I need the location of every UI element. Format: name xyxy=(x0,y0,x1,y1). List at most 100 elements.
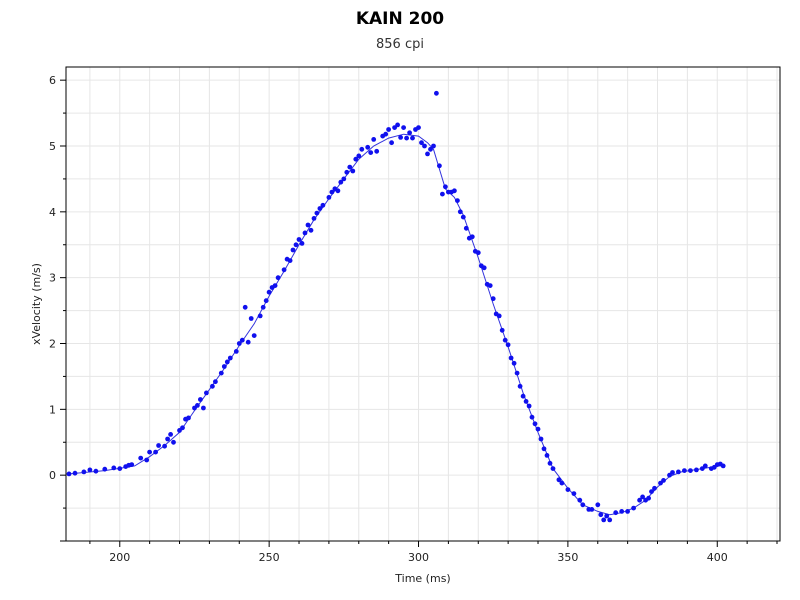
trend-line-layer xyxy=(68,133,724,516)
data-point xyxy=(490,296,496,302)
x-axis-label: Time (ms) xyxy=(394,572,450,585)
data-point xyxy=(359,146,365,152)
data-point xyxy=(517,383,523,389)
data-point xyxy=(604,513,610,519)
data-point xyxy=(165,436,171,442)
data-point xyxy=(72,470,78,476)
data-point xyxy=(640,494,645,500)
data-point xyxy=(221,364,227,369)
data-point xyxy=(523,399,529,404)
data-point xyxy=(437,163,442,169)
data-point xyxy=(547,460,553,466)
y-axis-ticks: 0 1 2 3 4 5 6 xyxy=(49,74,66,542)
data-point xyxy=(431,143,436,149)
data-point xyxy=(469,234,475,240)
x-tick-label: 200 xyxy=(109,551,130,564)
data-point xyxy=(401,125,406,130)
data-point xyxy=(625,509,630,514)
data-point xyxy=(520,393,526,399)
data-point xyxy=(263,298,269,304)
data-point xyxy=(556,477,562,483)
data-point xyxy=(607,517,613,523)
data-point xyxy=(368,150,374,156)
data-point xyxy=(694,467,699,473)
data-point xyxy=(236,341,242,346)
chart-subtitle: 856 cpi xyxy=(376,37,424,52)
data-point xyxy=(147,449,153,455)
data-point xyxy=(224,359,230,365)
data-point xyxy=(186,415,191,421)
data-point xyxy=(688,468,693,473)
data-point xyxy=(242,304,248,310)
data-point xyxy=(404,135,409,141)
data-point xyxy=(526,403,532,409)
data-point xyxy=(281,267,287,273)
data-point xyxy=(344,169,350,175)
data-point xyxy=(162,443,168,449)
y-tick-label: 2 xyxy=(49,338,56,351)
data-point xyxy=(395,122,400,128)
data-point xyxy=(434,90,439,96)
trend-line xyxy=(68,133,724,516)
data-point xyxy=(248,316,254,321)
data-point xyxy=(508,355,514,361)
y-tick-label: 1 xyxy=(49,403,56,416)
data-point xyxy=(93,468,99,474)
data-point xyxy=(398,135,403,140)
data-point xyxy=(407,130,412,136)
data-point xyxy=(589,507,595,512)
y-tick-label: 6 xyxy=(49,74,56,87)
data-point xyxy=(350,168,356,174)
y-tick-label: 4 xyxy=(49,206,56,219)
data-point xyxy=(138,455,144,461)
data-point xyxy=(239,337,245,343)
data-point xyxy=(676,469,681,475)
y-tick-label: 3 xyxy=(49,272,56,285)
y-tick-label: 5 xyxy=(49,140,56,153)
data-point xyxy=(601,517,607,523)
data-point xyxy=(502,337,508,343)
data-point xyxy=(410,135,415,141)
x-tick-label: 250 xyxy=(259,551,280,564)
data-point xyxy=(496,313,502,319)
data-point xyxy=(487,283,493,288)
data-point xyxy=(365,144,371,150)
grid-lines xyxy=(66,67,780,542)
data-point xyxy=(356,153,362,159)
data-point xyxy=(544,453,550,458)
y-tick-label: 0 xyxy=(49,469,56,482)
data-point xyxy=(571,491,577,496)
data-point xyxy=(481,265,487,271)
data-point xyxy=(702,463,708,469)
data-point xyxy=(117,466,123,471)
data-point xyxy=(201,405,206,411)
data-point xyxy=(81,469,87,475)
x-tick-label: 350 xyxy=(557,551,578,564)
data-point xyxy=(559,480,565,486)
data-point xyxy=(66,471,72,477)
plot-area-frame xyxy=(65,66,781,542)
x-tick-label: 400 xyxy=(707,551,728,564)
data-point xyxy=(311,216,317,221)
data-point xyxy=(649,489,654,494)
data-point xyxy=(514,370,520,376)
data-point xyxy=(637,497,642,503)
data-point xyxy=(613,510,619,516)
data-point xyxy=(720,463,726,469)
data-point xyxy=(353,156,359,162)
data-point xyxy=(422,143,427,149)
data-point xyxy=(538,436,544,442)
data-point xyxy=(440,191,445,197)
data-point xyxy=(529,414,535,420)
data-point xyxy=(198,397,203,402)
data-point xyxy=(299,241,305,246)
data-point xyxy=(646,495,651,501)
data-point xyxy=(383,131,389,137)
data-point xyxy=(320,202,326,208)
data-point xyxy=(326,195,332,200)
data-point xyxy=(550,466,556,471)
data-point xyxy=(580,502,586,508)
data-point xyxy=(443,184,448,190)
data-point xyxy=(428,146,433,152)
